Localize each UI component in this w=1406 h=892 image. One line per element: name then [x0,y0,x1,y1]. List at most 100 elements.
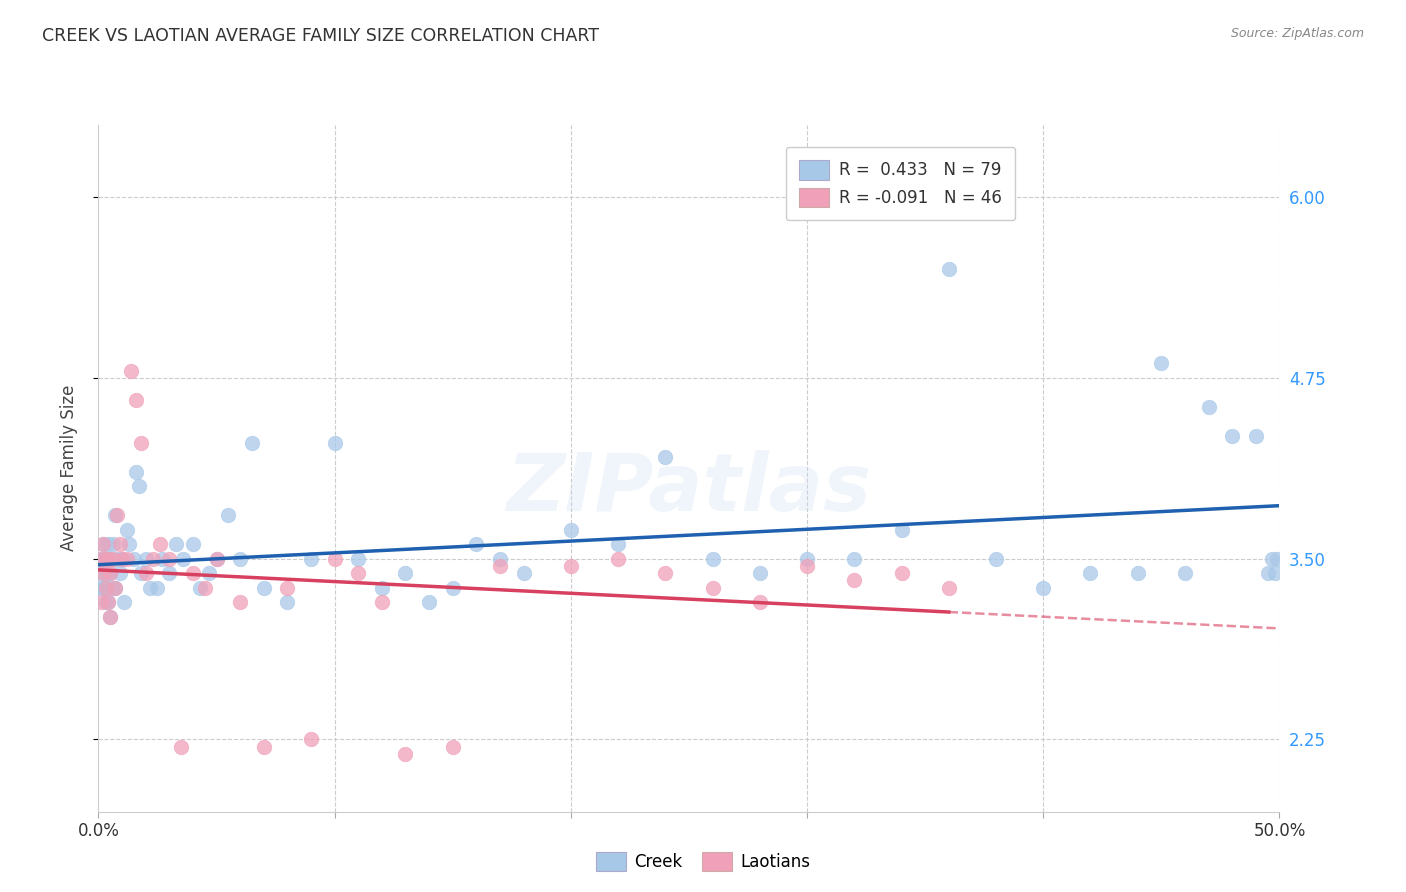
Point [323,551,346,566]
Point [229,595,252,609]
Point [97,537,120,551]
Point [104,581,127,595]
Point [796,551,818,566]
Point [135,566,157,581]
Point [394,747,416,761]
Point [441,739,464,754]
Point [1126,566,1149,581]
Point [125,392,148,407]
Point [111,551,134,566]
Point [90,551,112,566]
Point [94,551,117,566]
Point [105,508,128,523]
Point [118,537,141,551]
Point [560,523,582,537]
Point [157,551,180,566]
Point [125,465,148,479]
Point [101,581,124,595]
Point [94,581,117,595]
Point [1257,566,1279,581]
Point [188,581,211,595]
Point [139,581,162,595]
Point [97,595,120,609]
Point [104,581,127,595]
Point [702,551,724,566]
Point [172,551,194,566]
Point [1174,566,1197,581]
Point [91,551,114,566]
Point [276,581,298,595]
Point [748,595,770,609]
Point [108,537,131,551]
Point [371,595,394,609]
Point [91,581,114,595]
Point [157,566,180,581]
Point [607,551,630,566]
Point [194,581,217,595]
Point [90,551,112,566]
Point [98,609,121,624]
Point [240,436,263,450]
Point [1198,400,1220,414]
Point [97,551,120,566]
Point [142,551,165,566]
Point [465,537,488,551]
Point [98,566,121,581]
Point [165,537,187,551]
Point [94,566,117,581]
Point [890,523,912,537]
Point [115,523,138,537]
Point [844,551,866,566]
Point [607,537,630,551]
Point [170,739,193,754]
Point [205,551,228,566]
Point [299,732,322,747]
Point [111,551,134,566]
Point [560,558,582,573]
Point [890,566,912,581]
Point [98,551,121,566]
Point [128,479,150,493]
Point [938,581,960,595]
Point [101,551,124,566]
Point [98,609,121,624]
Point [1261,551,1284,566]
Point [112,595,135,609]
Point [654,450,676,465]
Point [94,551,117,566]
Point [1265,551,1288,566]
Text: CREEK VS LAOTIAN AVERAGE FAMILY SIZE CORRELATION CHART: CREEK VS LAOTIAN AVERAGE FAMILY SIZE COR… [42,27,599,45]
Point [984,551,1007,566]
Point [796,558,818,573]
Point [371,581,394,595]
Y-axis label: Average Family Size: Average Family Size [59,385,77,551]
Point [149,537,172,551]
Point [108,566,131,581]
Point [104,508,127,523]
Point [146,581,169,595]
Legend: Creek, Laotians: Creek, Laotians [588,843,818,880]
Point [418,595,440,609]
Point [90,595,112,609]
Point [90,566,112,581]
Point [91,537,114,551]
Point [129,436,152,450]
Point [347,566,370,581]
Point [276,595,298,609]
Point [1244,429,1267,443]
Text: ZIPatlas: ZIPatlas [506,450,872,528]
Point [181,537,204,551]
Point [105,551,128,566]
Point [512,566,534,581]
Point [323,436,346,450]
Point [229,551,252,566]
Point [97,581,120,595]
Point [121,364,143,378]
Point [94,595,117,609]
Point [135,551,157,566]
Point [150,551,173,566]
Point [181,566,204,581]
Point [938,262,960,277]
Point [97,551,120,566]
Point [98,566,121,581]
